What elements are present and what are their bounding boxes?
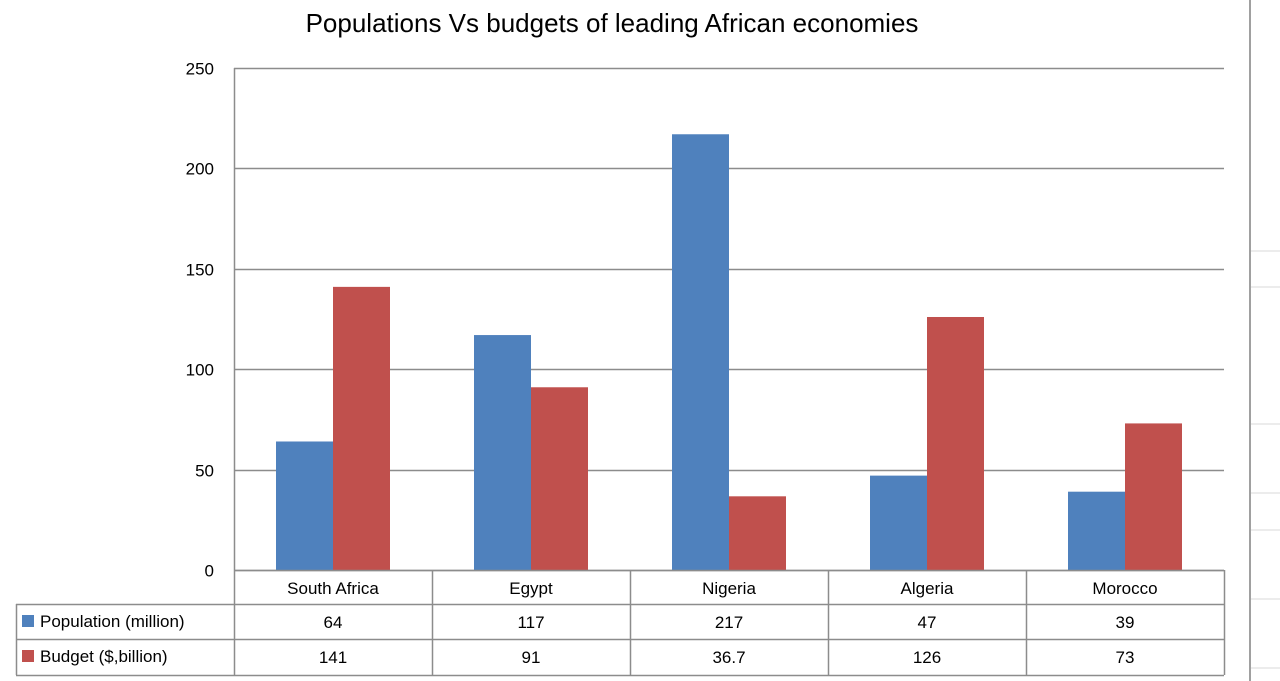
y-tick-label: 200 <box>186 160 214 179</box>
legend-label: Budget ($,billion) <box>40 647 168 666</box>
bar-budget-algeria <box>927 316 984 570</box>
data-label: 141 <box>319 648 347 667</box>
data-label: 126 <box>913 648 941 667</box>
bar-population-algeria <box>870 475 927 570</box>
data-label: 64 <box>324 613 343 632</box>
bar-budget-egypt <box>531 387 588 570</box>
bar-population-south-africa <box>276 441 333 570</box>
bar-budget-nigeria <box>729 496 786 570</box>
bar-population-egypt <box>474 335 531 570</box>
data-label: 36.7 <box>712 648 745 667</box>
legend-label: Population (million) <box>40 612 185 631</box>
data-table: South Africa Egypt Nigeria Algeria Morocco Po… <box>15 569 1226 677</box>
y-axis-ticks: 0 50 100 150 200 250 <box>186 60 214 581</box>
y-tick-label: 0 <box>205 562 214 581</box>
data-label: 39 <box>1116 613 1135 632</box>
bar-budget-morocco <box>1125 423 1182 570</box>
category-label: Algeria <box>901 579 954 598</box>
y-tick-label: 100 <box>186 361 214 380</box>
data-label: 91 <box>522 648 541 667</box>
data-label: 73 <box>1116 648 1135 667</box>
y-tick-label: 250 <box>186 60 214 79</box>
data-label: 47 <box>918 613 937 632</box>
bar-population-morocco <box>1068 491 1125 570</box>
data-label: 217 <box>715 613 743 632</box>
bars <box>276 134 1182 570</box>
chart-title: Populations Vs budgets of leading Africa… <box>306 8 919 38</box>
spreadsheet-background <box>1249 0 1280 681</box>
legend-swatch-budget <box>22 650 34 662</box>
y-tick-label: 150 <box>186 261 214 280</box>
bar-population-nigeria <box>672 134 729 570</box>
y-tick-label: 50 <box>195 462 214 481</box>
category-label: Morocco <box>1092 579 1157 598</box>
category-label: Egypt <box>509 579 553 598</box>
data-label: 117 <box>517 613 544 632</box>
category-label: South Africa <box>287 579 379 598</box>
bar-budget-south-africa <box>333 286 390 570</box>
category-label: Nigeria <box>702 579 756 598</box>
legend-swatch-population <box>22 615 34 627</box>
